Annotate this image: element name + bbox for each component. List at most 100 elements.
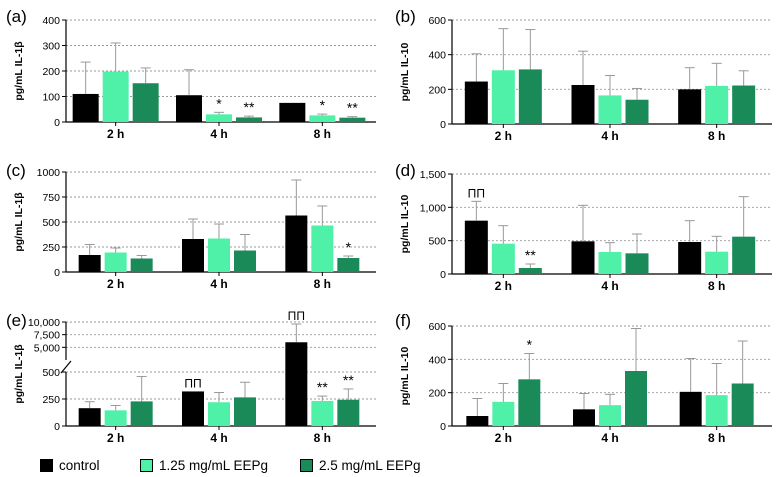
x-tick-label: 2 h bbox=[107, 277, 124, 291]
x-tick-label: 4 h bbox=[601, 431, 618, 445]
bar-4h-s2 bbox=[625, 253, 649, 274]
bar-4h-s0 bbox=[182, 239, 204, 272]
bar-4h-s1 bbox=[598, 252, 622, 274]
bar-4h-s0 bbox=[571, 85, 595, 124]
significance-mark: * bbox=[216, 95, 222, 111]
legend-label-low-dose: 1.25 mg/mL EEPg bbox=[159, 457, 269, 473]
y-tick-label: 0 bbox=[440, 119, 446, 131]
x-tick-label: 2 h bbox=[495, 431, 512, 445]
bar-4h-s0 bbox=[573, 409, 595, 426]
y-axis-label: pg/mL IL-10 bbox=[399, 346, 411, 405]
significance-mark: ** bbox=[347, 100, 358, 116]
y-axis-label: pg/mL IL-1β bbox=[13, 192, 25, 252]
significance-mark: * bbox=[527, 337, 533, 353]
bar-2h-s1 bbox=[491, 70, 515, 124]
x-tick-label: 4 h bbox=[601, 129, 618, 143]
bar-4h-s1 bbox=[208, 402, 230, 426]
y-tick-label: 600 bbox=[428, 321, 446, 333]
bar-8h-s2 bbox=[732, 236, 756, 274]
bar-8h-s2 bbox=[337, 258, 360, 272]
bar-8h-s0 bbox=[679, 391, 702, 426]
bar-8h-s2 bbox=[337, 399, 360, 426]
y-axis-label: pg/mL IL-1β bbox=[13, 41, 25, 101]
legend-swatch-high-dose bbox=[300, 458, 313, 472]
y-tick-label: 1,000 bbox=[420, 202, 446, 214]
y-tick-label: 300 bbox=[42, 41, 60, 53]
panel-label: (b) bbox=[395, 7, 416, 26]
significance-mark: ** bbox=[244, 99, 255, 115]
y-axis-label: pg/mL IL-1β bbox=[13, 344, 25, 404]
bar-8h-s1 bbox=[705, 395, 728, 426]
y-tick-label: 200 bbox=[428, 388, 446, 400]
bar-8h-s2 bbox=[732, 85, 756, 124]
bar-8h-s2 bbox=[731, 383, 754, 426]
bar-4h-s2 bbox=[625, 371, 647, 426]
significance-mark: * bbox=[320, 97, 326, 113]
bar-8h-s1 bbox=[311, 400, 334, 426]
legend-label-high-dose: 2.5 mg/mL EEPg bbox=[319, 457, 421, 473]
bar-8h-s1 bbox=[309, 115, 336, 122]
y-tick-label: 400 bbox=[428, 50, 446, 62]
legend-swatch-control bbox=[40, 458, 53, 472]
panel-label: (f) bbox=[395, 311, 411, 330]
bar-2h-s0 bbox=[78, 408, 101, 426]
y-axis-label: pg/mL IL-10 bbox=[399, 194, 411, 253]
panel-label: (c) bbox=[6, 161, 26, 180]
bar-2h-s1 bbox=[104, 252, 127, 272]
legend-item-low-dose: 1.25 mg/mL EEPg bbox=[140, 455, 268, 475]
bar-8h-s0 bbox=[279, 102, 306, 122]
y-tick-label: 0 bbox=[440, 269, 446, 281]
significance-mark: ΠΠ bbox=[184, 376, 201, 390]
bar-4h-s1 bbox=[206, 114, 232, 122]
bar-4h-s0 bbox=[571, 241, 595, 274]
y-tick-label: 0 bbox=[440, 421, 446, 433]
bar-4h-s1 bbox=[599, 405, 621, 426]
bar-8h-s1 bbox=[705, 251, 729, 274]
bar-8h-s0 bbox=[285, 215, 308, 272]
bar-2h-s2 bbox=[518, 268, 542, 274]
bar-8h-s2 bbox=[339, 117, 366, 122]
bar-8h-s0 bbox=[678, 242, 702, 274]
legend-item-control: control bbox=[40, 455, 100, 475]
y-tick-label: 750 bbox=[42, 192, 60, 204]
bar-4h-s2 bbox=[236, 117, 262, 122]
y-tick-label: 0 bbox=[54, 267, 60, 279]
bar-2h-s0 bbox=[72, 93, 99, 122]
x-tick-label: 4 h bbox=[601, 279, 618, 293]
x-tick-label: 4 h bbox=[210, 277, 227, 291]
bar-4h-s1 bbox=[208, 238, 230, 272]
bar-2h-s0 bbox=[78, 255, 101, 272]
bar-2h-s0 bbox=[464, 81, 488, 124]
panel-f: (f) 0 200 400 600 pg/mL IL-10 2 h 4 h 8 h * bbox=[395, 311, 772, 445]
bar-2h-s1 bbox=[492, 401, 515, 426]
y-tick-label: 600 bbox=[428, 15, 446, 27]
y-tick-label: 5,000 bbox=[34, 342, 60, 354]
significance-mark: ΠΠ bbox=[468, 186, 485, 200]
bar-2h-s0 bbox=[464, 220, 488, 274]
significance-mark: ΠΠ bbox=[288, 309, 305, 323]
x-tick-label: 2 h bbox=[107, 431, 124, 445]
x-tick-label: 8 h bbox=[314, 127, 331, 141]
bar-4h-s1 bbox=[598, 95, 622, 124]
y-tick-label: 10,000 bbox=[28, 317, 60, 329]
y-tick-label: 250 bbox=[42, 394, 60, 406]
legend: control 1.25 mg/mL EEPg 2.5 mg/mL EEPg bbox=[0, 455, 777, 475]
y-tick-label: 500 bbox=[42, 367, 60, 379]
x-tick-label: 4 h bbox=[210, 127, 227, 141]
y-tick-label: 7,500 bbox=[34, 330, 60, 342]
y-tick-label: 100 bbox=[42, 92, 60, 104]
y-tick-label: 400 bbox=[42, 15, 60, 27]
bar-4h-s2 bbox=[625, 99, 649, 124]
y-tick-label: 500 bbox=[428, 236, 446, 248]
bar-4h-s0 bbox=[176, 95, 202, 122]
x-tick-label: 8 h bbox=[708, 431, 725, 445]
bar-8h-s0 bbox=[285, 342, 308, 426]
legend-item-high-dose: 2.5 mg/mL EEPg bbox=[300, 455, 421, 475]
legend-label-control: control bbox=[59, 457, 100, 473]
panel-label: (e) bbox=[6, 311, 27, 330]
x-tick-label: 8 h bbox=[708, 279, 725, 293]
bar-8h-s0 bbox=[678, 89, 702, 124]
y-tick-label: 0 bbox=[54, 421, 60, 433]
